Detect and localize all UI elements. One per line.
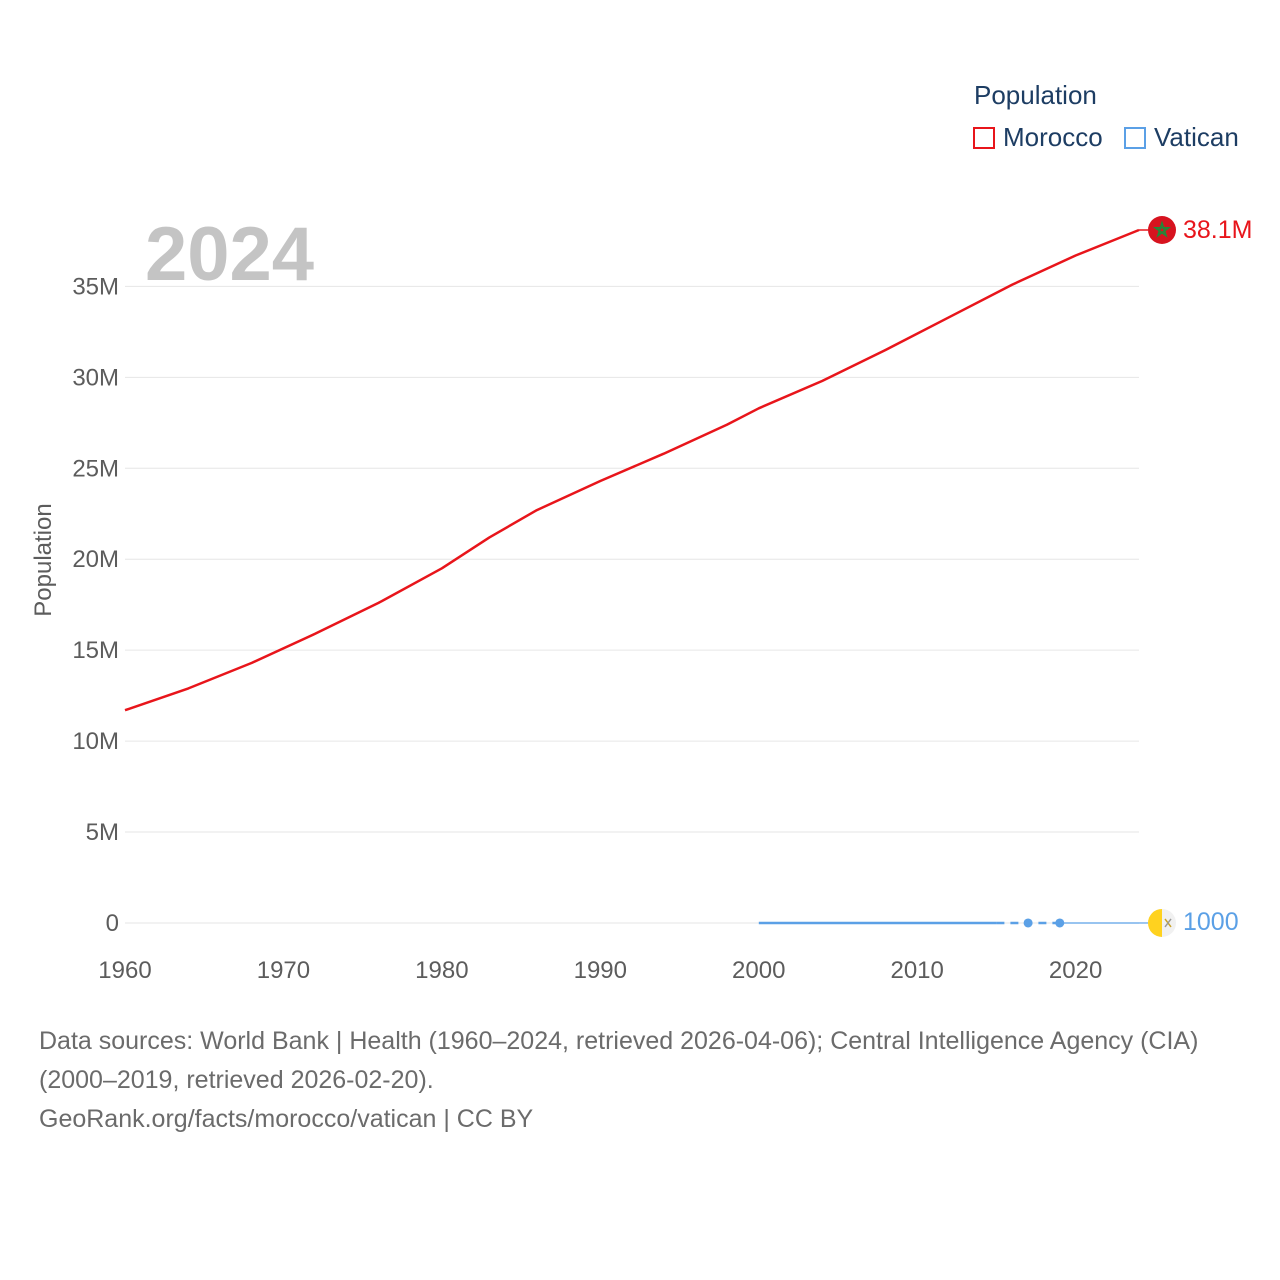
year-label: 2024 bbox=[145, 212, 314, 297]
legend-item-vatican[interactable]: Vatican bbox=[1124, 122, 1239, 153]
y-tick-label: 15M bbox=[72, 637, 119, 664]
x-tick-label: 1970 bbox=[257, 957, 310, 984]
morocco-flag-icon bbox=[1148, 216, 1176, 244]
grid-lines bbox=[125, 285, 1139, 924]
data-point-vatican bbox=[1055, 918, 1065, 928]
x-tick-label: 2010 bbox=[890, 957, 943, 984]
series-layer: 38.1M 1000 bbox=[124, 216, 1252, 937]
legend-label-morocco: Morocco bbox=[1003, 122, 1103, 152]
x-axis-ticks: 1960 1970 1980 1990 2000 2010 2020 bbox=[98, 957, 1102, 984]
end-label-vatican: 1000 bbox=[1183, 908, 1239, 936]
y-axis-title: Population bbox=[30, 503, 57, 616]
x-tick-label: 2000 bbox=[732, 957, 785, 984]
x-tick-label: 1990 bbox=[574, 957, 627, 984]
x-tick-label: 2020 bbox=[1049, 957, 1102, 984]
attribution-link[interactable]: GeoRank.org/facts/morocco/vatican | CC B… bbox=[39, 1105, 534, 1133]
legend-label-vatican: Vatican bbox=[1154, 122, 1239, 152]
series-line-morocco bbox=[124, 228, 1140, 712]
y-tick-label: 10M bbox=[72, 728, 119, 755]
y-tick-label: 5M bbox=[86, 819, 119, 846]
y-tick-label: 20M bbox=[72, 546, 119, 573]
morocco-flag-star bbox=[1152, 220, 1172, 238]
legend-item-morocco[interactable]: Morocco bbox=[973, 122, 1103, 153]
end-label-morocco: 38.1M bbox=[1183, 216, 1252, 244]
vatican-flag-icon bbox=[1148, 908, 1176, 937]
legend-swatch-vatican bbox=[1124, 126, 1146, 149]
vatican-flag-yellow-half bbox=[1148, 908, 1162, 937]
y-tick-label: 25M bbox=[72, 455, 119, 482]
legend-swatch-morocco bbox=[973, 126, 995, 149]
vatican-flag-key-2 bbox=[1164, 918, 1172, 928]
source-text: Data sources: World Bank | Health (1960–… bbox=[39, 1027, 1199, 1094]
data-source-note: Data sources: World Bank | Health (1960–… bbox=[39, 1022, 1249, 1139]
x-tick-label: 1960 bbox=[98, 957, 151, 984]
y-tick-label: 35M bbox=[72, 273, 119, 300]
morocco-flag-disc bbox=[1148, 216, 1176, 244]
y-tick-label: 0 bbox=[106, 910, 119, 937]
y-axis-ticks: 0 5M 10M 15M 20M 25M 30M 35M bbox=[72, 273, 119, 937]
x-tick-label: 1980 bbox=[415, 957, 468, 984]
legend-title: Population bbox=[974, 80, 1097, 110]
y-tick-label: 30M bbox=[72, 364, 119, 391]
data-point-vatican bbox=[1023, 918, 1033, 928]
